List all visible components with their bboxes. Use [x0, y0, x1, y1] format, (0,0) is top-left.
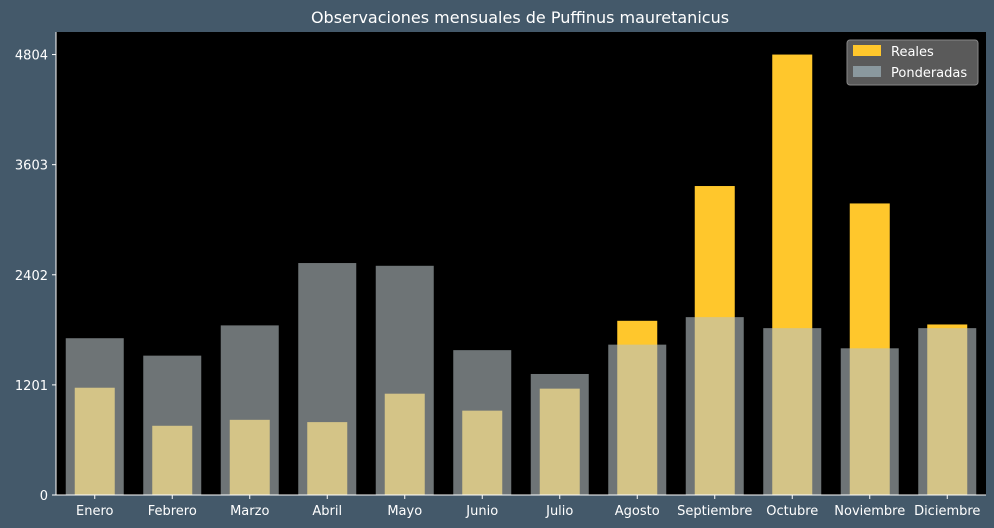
x-tick-label: Mayo: [387, 504, 422, 519]
x-tick-label: Noviembre: [834, 504, 905, 519]
series-ponderadas: [65, 263, 977, 495]
x-tick-label: Enero: [76, 504, 114, 519]
chart-title: Observaciones mensuales de Puffinus maur…: [311, 8, 729, 27]
bar-ponderadas-enero: [65, 338, 124, 495]
x-tick-label: Julio: [545, 504, 573, 519]
legend-swatch-reales: [853, 45, 881, 56]
bar-ponderadas-marzo: [220, 325, 279, 495]
bar-ponderadas-abril: [298, 263, 357, 495]
y-tick-label: 3603: [15, 159, 48, 174]
x-tick-label: Diciembre: [914, 504, 980, 519]
bar-ponderadas-diciembre: [918, 328, 977, 495]
bar-ponderadas-mayo: [375, 265, 434, 495]
bar-ponderadas-febrero: [143, 355, 202, 495]
x-tick-label: Octubre: [766, 504, 818, 519]
x-tick-label: Febrero: [148, 504, 197, 519]
legend-swatch-ponderadas: [853, 66, 881, 77]
plot-area: [56, 32, 986, 495]
y-axis: 0 1201 2402 3603 4804: [15, 32, 57, 504]
legend-label-reales: Reales: [891, 45, 934, 60]
x-tick-label: Junio: [465, 504, 498, 519]
y-tick-label: 2402: [15, 269, 48, 284]
bar-ponderadas-junio: [453, 350, 512, 495]
bar-ponderadas-septiembre: [685, 317, 744, 495]
x-tick-label: Marzo: [230, 504, 269, 519]
bar-ponderadas-agosto: [608, 344, 667, 495]
legend-label-ponderadas: Ponderadas: [891, 66, 967, 81]
legend: Reales Ponderadas: [846, 39, 979, 86]
bar-ponderadas-julio: [530, 373, 589, 495]
y-tick-label: 4804: [15, 49, 48, 64]
x-axis: Enero Febrero Marzo Abril Mayo Junio Julio Agos…: [56, 494, 986, 519]
x-tick-label: Septiembre: [677, 504, 752, 519]
y-tick-label: 1201: [15, 379, 48, 394]
x-tick-label: Abril: [312, 504, 342, 519]
x-tick-label: Agosto: [615, 504, 660, 519]
bar-ponderadas-noviembre: [840, 348, 899, 495]
bar-ponderadas-octubre: [763, 328, 822, 495]
y-tick-label: 0: [40, 489, 48, 504]
